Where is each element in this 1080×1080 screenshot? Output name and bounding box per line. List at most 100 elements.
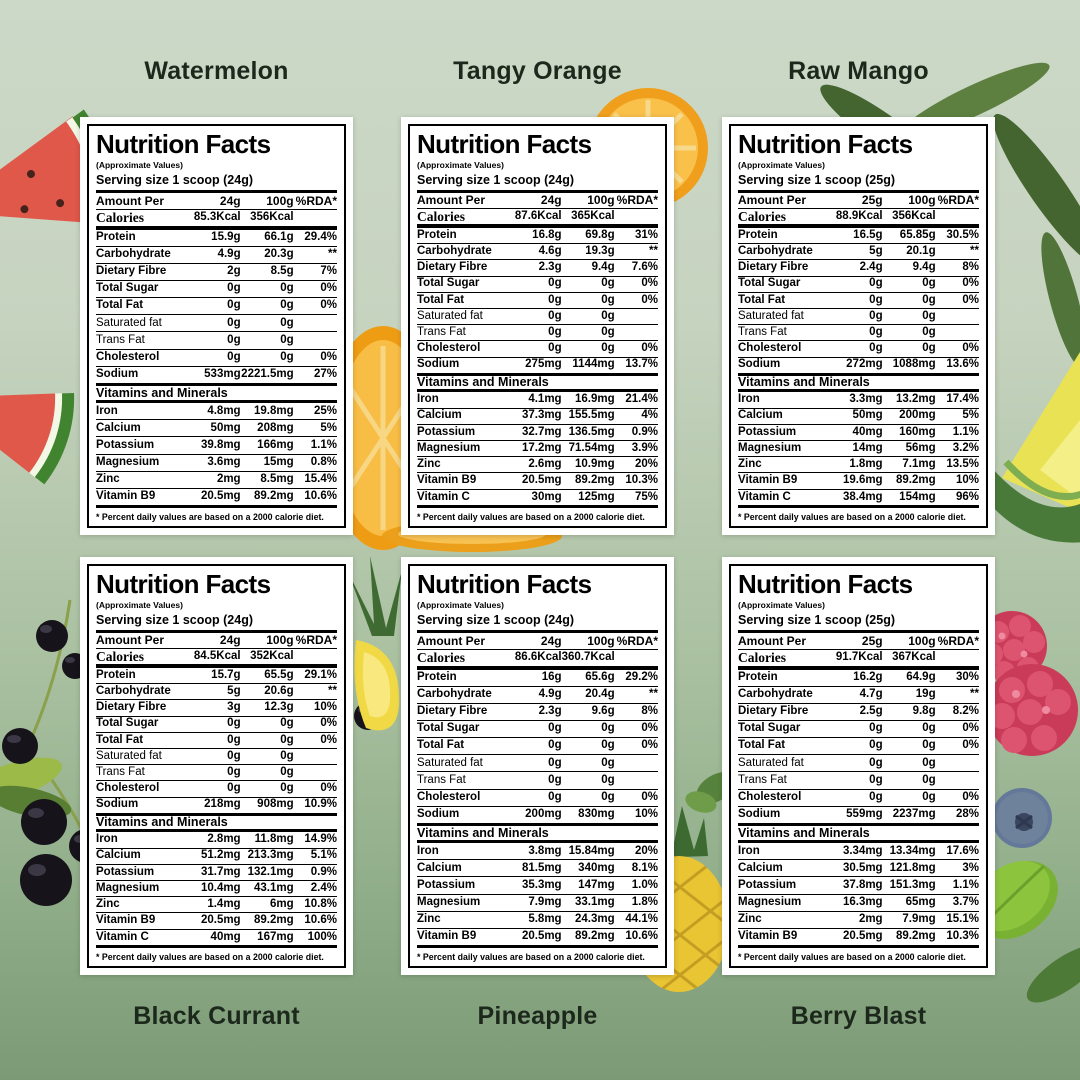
nutrient-row-carbohydrate: Carbohydrate 4.7g 19g **: [738, 687, 979, 704]
flavor-title-black-currant: Black Currant: [133, 1002, 300, 1030]
serving-size: Serving size 1 scoop (25g): [738, 173, 979, 193]
nutrition-card-watermelon: Watermelon Nutrition Facts (Approximate Va…: [80, 57, 353, 535]
serving-size: Serving size 1 scoop (24g): [96, 173, 337, 193]
nutrition-table: Amount Per 24g 100g %RDA* Calories 84.5Kcal 35…: [96, 633, 337, 948]
vitamin-row-magnesium: Magnesium 14mg 56mg 3.2%: [738, 441, 979, 458]
nutrition-facts-title: Nutrition Facts: [417, 129, 592, 159]
daily-values-footnote: * Percent daily values are based on a 20…: [738, 512, 966, 522]
nutrient-row-total-fat: Total Fat 0g 0g 0%: [417, 293, 658, 309]
nutrient-row-carbohydrate: Carbohydrate 4.9g 20.4g **: [417, 687, 658, 704]
calories-row: Calories 88.9Kcal 356Kcal: [738, 209, 979, 228]
vitamin-row-potassium: Potassium 39.8mg 166mg 1.1%: [96, 437, 337, 455]
approximate-values-note: (Approximate Values): [417, 599, 504, 610]
nutrient-row-dietary-fibre: Dietary Fibre 2.4g 9.4g 8%: [738, 260, 979, 277]
nutrient-row-sodium: Sodium 533mg 2221.5mg 27%: [96, 367, 337, 386]
vitamin-row-iron: Iron 3.34mg 13.34mg 17.6%: [738, 843, 979, 861]
approximate-values-note: (Approximate Values): [738, 599, 825, 610]
nutrient-row-carbohydrate: Carbohydrate 4.9g 20.3g **: [96, 247, 337, 264]
vitamin-row-vitamin-b9: Vitamin B9 20.5mg 89.2mg 10.3%: [738, 929, 979, 948]
nutrient-row-total-fat: Total Fat 0g 0g 0%: [738, 293, 979, 309]
nutrient-row-total-sugar: Total Sugar 0g 0g 0%: [417, 721, 658, 739]
vitamin-row-zinc: Zinc 1.8mg 7.1mg 13.5%: [738, 457, 979, 474]
vitamin-row-vitamin-b9: Vitamin B9 19.6mg 89.2mg 10%: [738, 473, 979, 490]
vitamin-row-iron: Iron 3.3mg 13.2mg 17.4%: [738, 392, 979, 409]
nutrient-row-cholesterol: Cholesterol 0g 0g 0%: [417, 790, 658, 807]
nutrition-card-raw-mango: Raw Mango Nutrition Facts (Approximate Val…: [722, 57, 995, 535]
nutrient-row-total-sugar: Total Sugar 0g 0g 0%: [417, 277, 658, 293]
nutrition-card-tangy-orange: Tangy Orange Nutrition Facts (Approximate …: [401, 57, 674, 535]
vitamin-row-potassium: Potassium 32.7mg 136.5mg 0.9%: [417, 425, 658, 442]
nutrition-facts-title: Nutrition Facts: [738, 569, 913, 599]
nutrient-row-total-sugar: Total Sugar 0g 0g 0%: [738, 721, 979, 739]
nutrient-row-saturated-fat: Saturated fat 0g 0g: [96, 315, 337, 333]
calories-row: Calories 84.5Kcal 352Kcal: [96, 649, 337, 668]
nutrient-row-sodium: Sodium 272mg 1088mg 13.6%: [738, 358, 979, 376]
vitamins-minerals-header: Vitamins and Minerals: [96, 386, 337, 404]
vitamin-row-vitamin-c: Vitamin C 30mg 125mg 75%: [417, 490, 658, 508]
nutrition-label: Nutrition Facts (Approximate Values) Servi…: [401, 557, 674, 975]
vitamins-minerals-header: Vitamins and Minerals: [738, 826, 979, 844]
daily-values-footnote: * Percent daily values are based on a 20…: [96, 512, 324, 522]
nutrient-row-protein: Protein 16.2g 64.9g 30%: [738, 670, 979, 687]
nutrient-row-total-fat: Total Fat 0g 0g 0%: [738, 738, 979, 756]
calories-row: Calories 86.6Kcal 360.7Kcal: [417, 650, 658, 670]
nutrition-facts-title: Nutrition Facts: [96, 129, 271, 159]
nutrient-row-dietary-fibre: Dietary Fibre 2g 8.5g 7%: [96, 264, 337, 282]
nutrient-row-cholesterol: Cholesterol 0g 0g 0%: [738, 790, 979, 807]
vitamin-row-magnesium: Magnesium 3.6mg 15mg 0.8%: [96, 455, 337, 472]
vitamins-minerals-header: Vitamins and Minerals: [96, 816, 337, 833]
vitamin-row-vitamin-b9: Vitamin B9 20.5mg 89.2mg 10.6%: [96, 913, 337, 930]
vitamin-row-potassium: Potassium 40mg 160mg 1.1%: [738, 425, 979, 442]
nutrition-table: Amount Per 24g 100g %RDA* Calories 87.6Kcal 36…: [417, 193, 658, 508]
nutrient-row-carbohydrate: Carbohydrate 5g 20.6g **: [96, 684, 337, 701]
vitamin-row-magnesium: Magnesium 17.2mg 71.54mg 3.9%: [417, 441, 658, 458]
vitamin-row-potassium: Potassium 35.3mg 147mg 1.0%: [417, 877, 658, 895]
nutrient-row-saturated-fat: Saturated fat 0g 0g: [96, 749, 337, 766]
nutrition-label: Nutrition Facts (Approximate Values) Servi…: [80, 557, 353, 975]
approximate-values-note: (Approximate Values): [738, 159, 825, 170]
nutrient-row-total-sugar: Total Sugar 0g 0g 0%: [96, 717, 337, 733]
approximate-values-note: (Approximate Values): [96, 599, 183, 610]
vitamin-row-potassium: Potassium 31.7mg 132.1mg 0.9%: [96, 865, 337, 882]
vitamin-row-vitamin-b9: Vitamin B9 20.5mg 89.2mg 10.3%: [417, 473, 658, 490]
serving-size: Serving size 1 scoop (25g): [738, 613, 979, 633]
daily-values-footnote: * Percent daily values are based on a 20…: [417, 512, 645, 522]
nutrition-card-pineapple: Pineapple Nutrition Facts (Approximate Val…: [401, 557, 674, 1030]
calories-row: Calories 91.7Kcal 367Kcal: [738, 650, 979, 670]
daily-values-footnote: * Percent daily values are based on a 20…: [738, 952, 966, 962]
vitamin-row-iron: Iron 3.8mg 15.84mg 20%: [417, 843, 658, 861]
vitamin-row-zinc: Zinc 2mg 7.9mg 15.1%: [738, 912, 979, 929]
nutrient-row-saturated-fat: Saturated fat 0g 0g: [738, 755, 979, 773]
vitamins-minerals-header: Vitamins and Minerals: [417, 376, 658, 393]
serving-size: Serving size 1 scoop (24g): [96, 613, 337, 633]
nutrient-row-saturated-fat: Saturated fat 0g 0g: [738, 309, 979, 326]
column-header-row: Amount Per 25g 100g %RDA*: [738, 193, 979, 209]
pineapple-wedge-image: [348, 556, 402, 731]
nutrient-row-cholesterol: Cholesterol 0g 0g 0%: [96, 781, 337, 798]
nutrient-row-trans-fat: Trans Fat 0g 0g: [417, 325, 658, 342]
nutrient-row-protein: Protein 16.5g 65.85g 30.5%: [738, 228, 979, 245]
column-header-row: Amount Per 25g 100g %RDA*: [738, 633, 979, 650]
column-header-row: Amount Per 24g 100g %RDA*: [96, 193, 337, 210]
flavor-title-tangy-orange: Tangy Orange: [453, 57, 622, 85]
flavor-title-pineapple: Pineapple: [477, 1002, 598, 1030]
serving-size: Serving size 1 scoop (24g): [417, 613, 658, 633]
nutrition-card-berry-blast: Berry Blast Nutrition Facts (Approximate V…: [722, 557, 995, 1030]
vitamin-row-zinc: Zinc 1.4mg 6mg 10.8%: [96, 897, 337, 914]
vitamin-row-vitamin-b9: Vitamin B9 20.5mg 89.2mg 10.6%: [96, 489, 337, 508]
nutrition-label: Nutrition Facts (Approximate Values) Servi…: [722, 557, 995, 975]
daily-values-footnote: * Percent daily values are based on a 20…: [96, 952, 324, 962]
nutrient-row-cholesterol: Cholesterol 0g 0g 0%: [417, 341, 658, 358]
nutrient-row-saturated-fat: Saturated fat 0g 0g: [417, 755, 658, 773]
nutrient-row-protein: Protein 15.9g 66.1g 29.4%: [96, 230, 337, 247]
nutrient-row-sodium: Sodium 559mg 2237mg 28%: [738, 807, 979, 826]
vitamin-row-calcium: Calcium 81.5mg 340mg 8.1%: [417, 860, 658, 878]
vitamin-row-iron: Iron 4.1mg 16.9mg 21.4%: [417, 392, 658, 409]
nutrient-row-carbohydrate: Carbohydrate 5g 20.1g **: [738, 244, 979, 261]
nutrition-label: Nutrition Facts (Approximate Values) Servi…: [401, 117, 674, 535]
nutrient-row-trans-fat: Trans Fat 0g 0g: [96, 332, 337, 350]
nutrient-row-total-fat: Total Fat 0g 0g 0%: [96, 733, 337, 749]
serving-size: Serving size 1 scoop (24g): [417, 173, 658, 193]
nutrition-facts-title: Nutrition Facts: [417, 569, 592, 599]
